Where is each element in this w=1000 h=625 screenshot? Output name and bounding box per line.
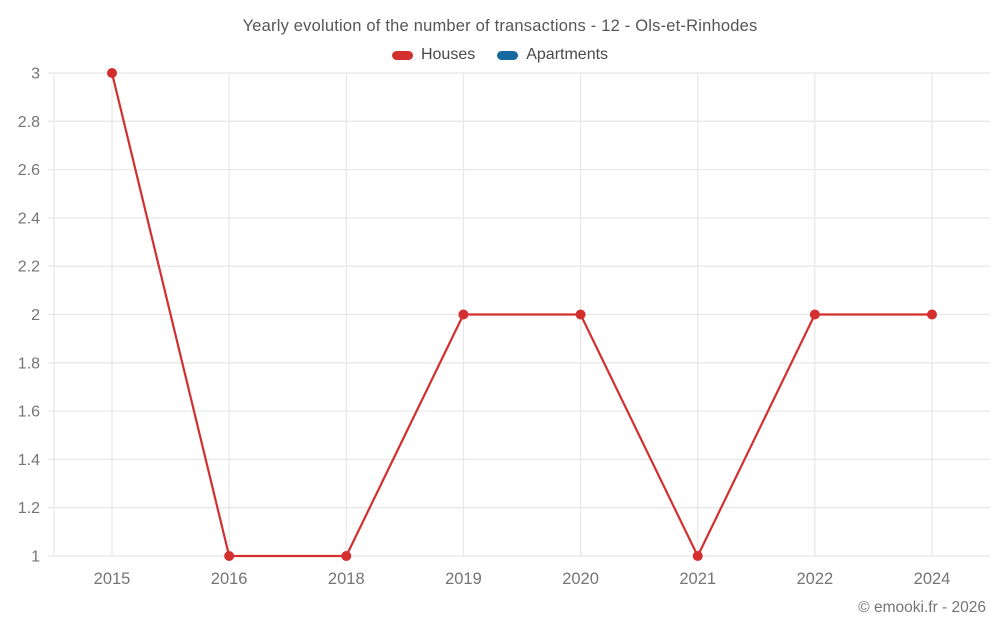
houses-data-point[interactable]: [575, 309, 586, 320]
y-tick-label: 2.6: [18, 162, 40, 179]
y-tick-label: 2.4: [18, 210, 40, 227]
x-tick-label: 2020: [562, 570, 599, 588]
apartments-color-swatch: [497, 50, 519, 60]
chart-legend: Houses Apartments: [0, 46, 1000, 64]
legend-label-apartments: Apartments: [526, 46, 609, 63]
houses-data-point[interactable]: [692, 551, 703, 561]
x-tick-label: 2024: [914, 570, 951, 588]
x-tick-label: 2021: [679, 570, 716, 588]
chart-title: Yearly evolution of the number of transa…: [242, 17, 758, 35]
houses-data-point[interactable]: [458, 309, 469, 320]
legend-item-houses[interactable]: Houses: [391, 46, 476, 64]
y-tick-label: 2: [31, 307, 40, 324]
houses-color-swatch: [391, 50, 413, 60]
y-tick-label: 1.4: [18, 452, 40, 469]
copyright-watermark: © emooki.fr - 2026: [858, 599, 986, 616]
x-tick-label: 2016: [211, 570, 248, 588]
houses-line: [110, 72, 932, 558]
y-tick-label: 1.6: [18, 404, 40, 421]
houses-data-point[interactable]: [107, 68, 117, 78]
x-tick-label: 2018: [328, 570, 365, 588]
x-tick-label: 2015: [94, 570, 131, 588]
houses-data-point[interactable]: [809, 309, 820, 320]
y-tick-label: 1.8: [18, 355, 40, 372]
houses-data-point[interactable]: [224, 551, 235, 561]
x-tick-label: 2019: [445, 570, 482, 588]
y-tick-label: 1: [31, 549, 40, 566]
y-tick-label: 2.8: [18, 114, 40, 131]
legend-label-houses: Houses: [420, 46, 476, 63]
houses-data-point[interactable]: [341, 551, 352, 561]
y-tick-label: 2.2: [18, 259, 40, 276]
houses-data-point[interactable]: [927, 309, 937, 320]
x-tick-label: 2022: [796, 570, 833, 588]
y-tick-label: 1.2: [18, 500, 40, 517]
legend-item-apartments[interactable]: Apartments: [497, 46, 608, 64]
y-tick-label: 3: [31, 66, 40, 83]
